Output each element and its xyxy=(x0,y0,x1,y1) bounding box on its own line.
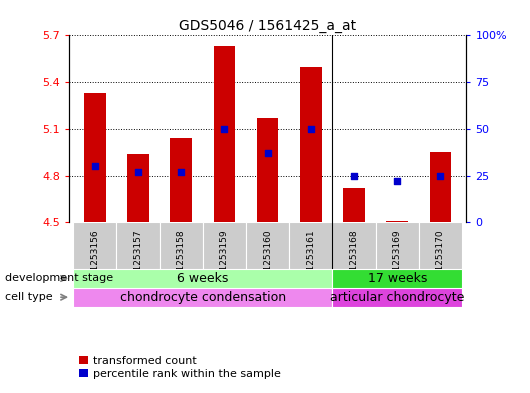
Bar xyxy=(419,222,462,269)
Text: GSM1253157: GSM1253157 xyxy=(134,230,143,290)
Text: chondrocyte condensation: chondrocyte condensation xyxy=(120,291,286,304)
Point xyxy=(177,169,186,175)
Bar xyxy=(343,188,365,222)
Point xyxy=(350,173,358,179)
Text: 17 weeks: 17 weeks xyxy=(368,272,427,285)
Bar xyxy=(257,118,278,222)
Point xyxy=(436,173,445,179)
Text: development stage: development stage xyxy=(5,274,113,283)
Point xyxy=(263,150,272,156)
Text: cell type: cell type xyxy=(5,292,53,302)
Point xyxy=(134,169,142,175)
Point xyxy=(91,163,99,169)
Bar xyxy=(84,93,105,222)
Text: GSM1253161: GSM1253161 xyxy=(306,230,315,290)
Bar xyxy=(332,269,462,288)
Text: GSM1253160: GSM1253160 xyxy=(263,230,272,290)
Bar xyxy=(386,221,408,222)
Bar xyxy=(117,222,160,269)
Bar xyxy=(289,222,332,269)
Bar xyxy=(214,46,235,222)
Text: GSM1253169: GSM1253169 xyxy=(393,230,402,290)
Text: articular chondrocyte: articular chondrocyte xyxy=(330,291,464,304)
Legend: transformed count, percentile rank within the sample: transformed count, percentile rank withi… xyxy=(74,351,286,384)
Bar xyxy=(171,138,192,222)
Bar xyxy=(246,222,289,269)
Bar xyxy=(73,222,117,269)
Bar xyxy=(332,222,376,269)
Title: GDS5046 / 1561425_a_at: GDS5046 / 1561425_a_at xyxy=(179,19,356,33)
Bar xyxy=(430,152,451,222)
Bar xyxy=(127,154,149,222)
Bar xyxy=(332,288,462,307)
Point xyxy=(307,126,315,132)
Text: GSM1253170: GSM1253170 xyxy=(436,230,445,290)
Bar xyxy=(376,222,419,269)
Bar xyxy=(160,222,203,269)
Point xyxy=(393,178,402,184)
Point xyxy=(220,126,228,132)
Text: GSM1253168: GSM1253168 xyxy=(350,230,359,290)
Text: GSM1253158: GSM1253158 xyxy=(176,230,186,290)
Bar xyxy=(300,66,322,222)
Bar xyxy=(73,288,332,307)
Bar xyxy=(73,269,332,288)
Text: 6 weeks: 6 weeks xyxy=(177,272,228,285)
Text: GSM1253159: GSM1253159 xyxy=(220,230,229,290)
Bar xyxy=(203,222,246,269)
Text: GSM1253156: GSM1253156 xyxy=(90,230,99,290)
